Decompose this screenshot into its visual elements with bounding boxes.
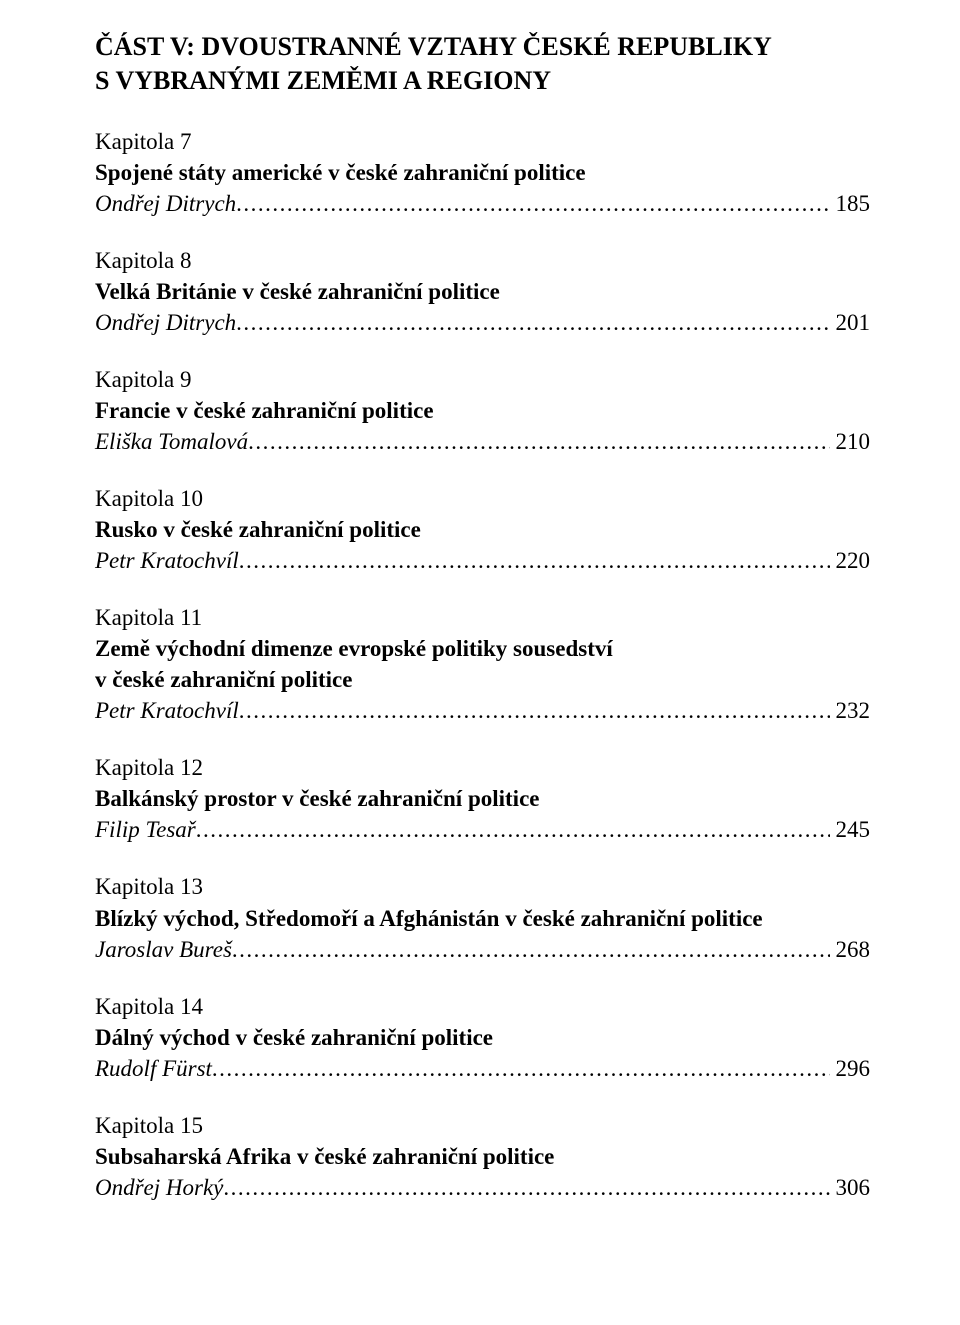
chapter-title: Francie v české zahraniční politice bbox=[95, 395, 870, 426]
leader-dots bbox=[239, 695, 830, 726]
toc-entry: Kapitola 14Dálný východ v české zahranič… bbox=[95, 991, 870, 1084]
chapter-author: Petr Kratochvíl bbox=[95, 545, 239, 576]
chapter-author: Ondřej Ditrych bbox=[95, 188, 236, 219]
chapter-author: Ondřej Ditrych bbox=[95, 307, 236, 338]
author-page-row: Ondřej Ditrych 201 bbox=[95, 307, 870, 338]
chapter-author: Jaroslav Bureš bbox=[95, 934, 232, 965]
chapter-title: Rusko v české zahraniční politice bbox=[95, 514, 870, 545]
toc-entry: Kapitola 12Balkánský prostor v české zah… bbox=[95, 752, 870, 845]
chapter-author: Rudolf Fürst bbox=[95, 1053, 212, 1084]
author-page-row: Ondřej Ditrych 185 bbox=[95, 188, 870, 219]
toc-entry: Kapitola 10Rusko v české zahraniční poli… bbox=[95, 483, 870, 576]
author-page-row: Ondřej Horký 306 bbox=[95, 1172, 870, 1203]
toc-entry: Kapitola 7Spojené státy americké v české… bbox=[95, 126, 870, 219]
leader-dots bbox=[239, 545, 830, 576]
chapter-author: Filip Tesař bbox=[95, 814, 196, 845]
author-page-row: Eliška Tomalová 210 bbox=[95, 426, 870, 457]
chapter-label: Kapitola 13 bbox=[95, 871, 870, 902]
page-number: 220 bbox=[830, 545, 871, 576]
part-title-line2: S VYBRANÝMI ZEMĚMI A REGIONY bbox=[95, 66, 551, 95]
chapter-label: Kapitola 8 bbox=[95, 245, 870, 276]
chapter-title: Spojené státy americké v české zahraničn… bbox=[95, 157, 870, 188]
page-number: 296 bbox=[830, 1053, 871, 1084]
chapter-title: Dálný východ v české zahraniční politice bbox=[95, 1022, 870, 1053]
table-of-contents: Kapitola 7Spojené státy americké v české… bbox=[95, 126, 870, 1203]
page-number: 210 bbox=[830, 426, 871, 457]
chapter-label: Kapitola 7 bbox=[95, 126, 870, 157]
page-number: 185 bbox=[830, 188, 871, 219]
chapter-title: Blízký východ, Středomoří a Afghánistán … bbox=[95, 903, 870, 934]
leader-dots bbox=[212, 1053, 830, 1084]
author-page-row: Jaroslav Bureš 268 bbox=[95, 934, 870, 965]
page-number: 306 bbox=[830, 1172, 871, 1203]
chapter-label: Kapitola 12 bbox=[95, 752, 870, 783]
chapter-label: Kapitola 10 bbox=[95, 483, 870, 514]
leader-dots bbox=[196, 814, 830, 845]
chapter-author: Petr Kratochvíl bbox=[95, 695, 239, 726]
page-number: 201 bbox=[830, 307, 871, 338]
leader-dots bbox=[236, 188, 829, 219]
leader-dots bbox=[236, 307, 829, 338]
chapter-label: Kapitola 14 bbox=[95, 991, 870, 1022]
part-title: ČÁST V: DVOUSTRANNÉ VZTAHY ČESKÉ REPUBLI… bbox=[95, 30, 870, 98]
leader-dots bbox=[223, 1172, 829, 1203]
chapter-label: Kapitola 15 bbox=[95, 1110, 870, 1141]
chapter-title: Velká Británie v české zahraniční politi… bbox=[95, 276, 870, 307]
page-number: 245 bbox=[830, 814, 871, 845]
toc-entry: Kapitola 8Velká Británie v české zahrani… bbox=[95, 245, 870, 338]
chapter-author: Ondřej Horký bbox=[95, 1172, 223, 1203]
toc-entry: Kapitola 11Země východní dimenze evropsk… bbox=[95, 602, 870, 726]
part-title-line1: ČÁST V: DVOUSTRANNÉ VZTAHY ČESKÉ REPUBLI… bbox=[95, 32, 772, 61]
author-page-row: Rudolf Fürst 296 bbox=[95, 1053, 870, 1084]
author-page-row: Petr Kratochvíl 232 bbox=[95, 695, 870, 726]
chapter-title: Subsaharská Afrika v české zahraniční po… bbox=[95, 1141, 870, 1172]
chapter-label: Kapitola 11 bbox=[95, 602, 870, 633]
toc-entry: Kapitola 13Blízký východ, Středomoří a A… bbox=[95, 871, 870, 964]
toc-entry: Kapitola 9Francie v české zahraniční pol… bbox=[95, 364, 870, 457]
author-page-row: Petr Kratochvíl 220 bbox=[95, 545, 870, 576]
chapter-author: Eliška Tomalová bbox=[95, 426, 248, 457]
chapter-label: Kapitola 9 bbox=[95, 364, 870, 395]
chapter-title: Země východní dimenze evropské politiky … bbox=[95, 633, 870, 664]
leader-dots bbox=[248, 426, 829, 457]
chapter-title: v české zahraniční politice bbox=[95, 664, 870, 695]
author-page-row: Filip Tesař 245 bbox=[95, 814, 870, 845]
page-number: 268 bbox=[830, 934, 871, 965]
page-number: 232 bbox=[830, 695, 871, 726]
chapter-title: Balkánský prostor v české zahraniční pol… bbox=[95, 783, 870, 814]
toc-entry: Kapitola 15Subsaharská Afrika v české za… bbox=[95, 1110, 870, 1203]
leader-dots bbox=[232, 934, 830, 965]
